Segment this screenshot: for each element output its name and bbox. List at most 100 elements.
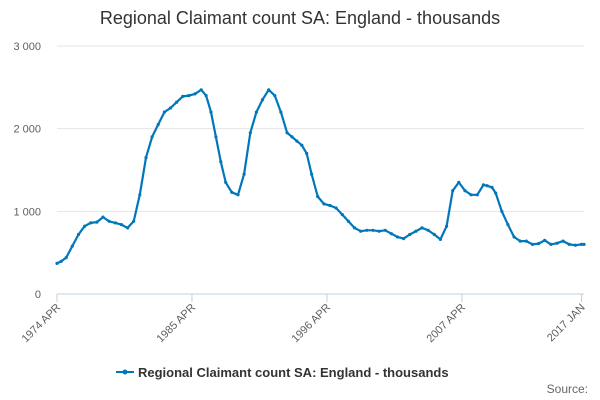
- data-point: [305, 151, 309, 156]
- series-layer: [55, 88, 586, 265]
- data-point: [555, 241, 559, 245]
- data-point: [582, 242, 586, 246]
- data-point: [95, 220, 99, 224]
- data-point: [346, 219, 350, 223]
- data-point: [193, 92, 197, 96]
- data-point: [150, 135, 154, 139]
- legend-label: Regional Claimant count SA: England - th…: [138, 365, 449, 380]
- data-point: [260, 98, 265, 102]
- data-point: [230, 190, 234, 194]
- data-point: [469, 193, 473, 197]
- data-point: [518, 239, 522, 243]
- x-tick-label: 2007 APR: [425, 302, 469, 346]
- data-point: [377, 229, 381, 233]
- data-point: [101, 215, 105, 219]
- data-point: [242, 172, 246, 176]
- data-point: [383, 228, 387, 232]
- x-tick-label: 1985 APR: [155, 302, 199, 346]
- data-point: [506, 223, 510, 227]
- data-point: [451, 189, 455, 193]
- data-point: [89, 221, 93, 225]
- data-point: [132, 219, 136, 223]
- legend[interactable]: Regional Claimant count SA: England - th…: [116, 365, 449, 380]
- y-tick-label: 3 000: [13, 41, 41, 53]
- y-axis: 0 1 000 2 000 3 000: [13, 41, 41, 301]
- data-point: [402, 237, 406, 241]
- y-tick-label: 1 000: [13, 206, 41, 218]
- data-point: [573, 243, 578, 247]
- data-point: [389, 232, 393, 236]
- series-line: [56, 88, 584, 265]
- data-point: [55, 261, 59, 265]
- data-point: [334, 206, 338, 210]
- data-point: [445, 224, 449, 228]
- data-point: [561, 239, 565, 243]
- data-point: [316, 194, 320, 199]
- data-point: [168, 106, 173, 110]
- y-tick-label: 2 000: [13, 124, 41, 136]
- data-point: [543, 238, 547, 242]
- data-point: [395, 235, 400, 239]
- data-point: [310, 172, 314, 176]
- data-point: [352, 226, 357, 230]
- data-point: [119, 223, 123, 227]
- legend-marker-symbol: [122, 369, 128, 375]
- data-point: [414, 229, 418, 233]
- data-point: [187, 94, 191, 98]
- data-point: [463, 189, 467, 193]
- data-point: [285, 131, 289, 135]
- data-point: [549, 242, 553, 246]
- data-point: [162, 110, 166, 114]
- data-point: [204, 94, 208, 98]
- x-tick-label: 2017 JAN: [545, 302, 588, 345]
- data-point: [432, 232, 436, 237]
- data-point: [214, 135, 218, 139]
- data-point: [481, 183, 485, 187]
- data-point: [579, 242, 584, 246]
- data-point: [144, 156, 148, 160]
- data-point: [138, 193, 142, 197]
- data-point: [371, 228, 375, 232]
- data-point: [224, 180, 228, 184]
- data-point: [328, 203, 332, 208]
- data-point: [70, 244, 74, 248]
- data-point: [254, 110, 258, 114]
- data-point: [236, 193, 240, 197]
- data-point: [500, 209, 504, 213]
- data-point: [59, 259, 63, 263]
- source-label: Source:: [547, 382, 588, 396]
- x-tick-label: 1996 APR: [290, 302, 334, 346]
- data-point: [273, 94, 277, 98]
- data-point: [76, 232, 81, 237]
- data-point: [485, 184, 489, 188]
- data-point: [494, 191, 498, 195]
- data-point: [490, 185, 494, 189]
- data-point: [107, 219, 111, 223]
- data-point: [199, 88, 203, 92]
- data-point: [512, 235, 516, 239]
- data-point: [156, 122, 160, 127]
- data-point: [426, 228, 430, 232]
- data-point: [537, 242, 541, 246]
- data-point: [175, 100, 179, 104]
- data-point: [295, 139, 299, 143]
- data-point: [290, 135, 294, 139]
- data-point: [209, 110, 213, 114]
- data-point: [524, 239, 528, 243]
- data-point: [267, 88, 271, 92]
- data-point: [300, 143, 304, 147]
- gridlines: [57, 45, 584, 212]
- data-point: [126, 226, 130, 230]
- data-point: [64, 256, 68, 260]
- chart-title: Regional Claimant count SA: England - th…: [100, 8, 500, 28]
- data-point: [420, 226, 424, 230]
- data-point: [181, 94, 185, 98]
- data-point: [340, 213, 344, 217]
- data-point: [408, 232, 412, 237]
- data-point: [322, 202, 326, 206]
- data-point: [83, 224, 87, 228]
- data-point: [530, 242, 535, 246]
- x-tick-label: 1974 APR: [20, 302, 64, 346]
- data-point: [567, 242, 571, 246]
